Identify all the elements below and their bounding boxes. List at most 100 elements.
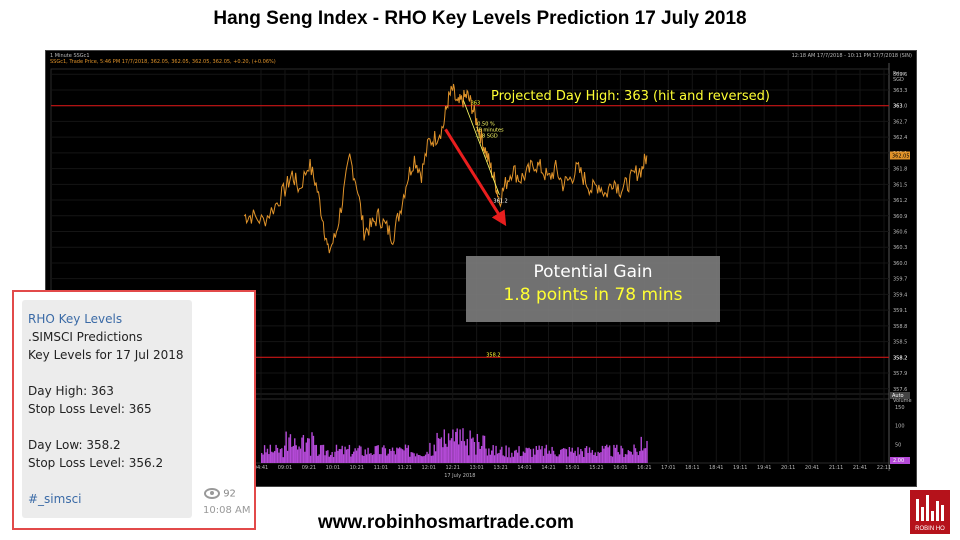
- volume-bar: [430, 455, 433, 463]
- volume-bar: [646, 440, 648, 463]
- volume-bar: [317, 455, 319, 463]
- volume-bar: [422, 456, 424, 463]
- volume-bar: [607, 447, 609, 463]
- volume-bar: [263, 445, 266, 463]
- volume-bar: [531, 456, 533, 463]
- volume-bar: [351, 453, 353, 463]
- volume-bar: [450, 438, 453, 463]
- volume-bar: [514, 450, 516, 463]
- volume-bar: [288, 437, 290, 463]
- volume-bar: [271, 451, 273, 463]
- volume-bar: [498, 452, 500, 463]
- volume-bar: [476, 433, 479, 463]
- volume-bar: [452, 429, 454, 463]
- volume-bar: [466, 438, 468, 463]
- volume-bar: [591, 450, 594, 463]
- volume-bar: [482, 435, 484, 463]
- x-tick-label: 15:01: [565, 465, 579, 471]
- volume-tick-label: 100: [895, 424, 905, 430]
- volume-bar: [455, 431, 457, 463]
- last-price-marker: [890, 151, 910, 160]
- volume-bar: [335, 444, 338, 463]
- volume-bar: [561, 448, 563, 463]
- price-axis-title: Price: [893, 71, 905, 77]
- y-tick-label: 361.5: [893, 182, 907, 188]
- x-tick-label: 16:01: [613, 465, 627, 471]
- volume-bar: [624, 454, 627, 463]
- volume-bar: [400, 448, 402, 463]
- volume-bar: [417, 454, 420, 463]
- volume-bar: [597, 451, 599, 463]
- volume-bar: [311, 432, 313, 463]
- volume-bar: [620, 445, 622, 463]
- volume-bar: [298, 446, 300, 463]
- key-level-axis-label: 363: [893, 104, 903, 110]
- website-url[interactable]: www.robinhosmartrade.com: [318, 512, 574, 533]
- volume-bar: [473, 442, 476, 463]
- measure-line: [463, 100, 500, 195]
- volume-bar: [406, 447, 408, 463]
- measure-label: 78 minutes: [475, 128, 504, 134]
- volume-bar: [469, 430, 471, 463]
- volume-bar: [281, 448, 283, 463]
- volume-bar: [603, 448, 605, 463]
- volume-axis-title: Volume: [893, 398, 912, 404]
- volume-bar: [545, 444, 548, 463]
- channel-name[interactable]: RHO Key Levels: [28, 312, 123, 326]
- volume-bar: [496, 453, 499, 463]
- volume-bar: [459, 429, 461, 463]
- x-tick-label: 19:11: [733, 465, 747, 471]
- volume-bar: [276, 447, 279, 463]
- message-day-high: Day High: 363: [28, 384, 114, 398]
- volume-bar: [526, 448, 529, 463]
- volume-bar: [386, 455, 388, 463]
- x-tick-label: 21:11: [829, 465, 843, 471]
- volume-bar: [292, 445, 295, 463]
- y-tick-label: 360.9: [893, 214, 907, 220]
- volume-bar: [322, 444, 325, 463]
- volume-bar: [420, 456, 422, 463]
- message-stop-high: Stop Loss Level: 365: [28, 402, 152, 416]
- volume-bar: [397, 448, 399, 463]
- volume-bar: [350, 456, 352, 463]
- volume-bar: [403, 450, 405, 463]
- volume-bar: [396, 447, 398, 463]
- volume-bar: [327, 450, 329, 463]
- volume-bar: [541, 446, 543, 463]
- x-tick-label: 19:41: [757, 465, 771, 471]
- volume-bar: [626, 454, 628, 463]
- volume-bar: [312, 435, 315, 463]
- volume-bar: [304, 451, 306, 463]
- x-axis-date-label: 17 July 2018: [444, 473, 475, 479]
- volume-bar: [388, 449, 391, 463]
- x-tick-label: 14:01: [517, 465, 531, 471]
- volume-bar: [537, 449, 539, 463]
- volume-bar: [581, 451, 584, 463]
- y-tick-label: 357.6: [893, 387, 907, 393]
- volume-bar: [342, 454, 345, 463]
- volume-bar: [456, 428, 458, 463]
- x-tick-label: 09:01: [278, 465, 292, 471]
- x-tick-label: 11:01: [374, 465, 388, 471]
- volume-bar: [410, 452, 412, 463]
- volume-bar: [606, 444, 608, 463]
- volume-bar: [360, 446, 362, 463]
- hashtag-link[interactable]: #_simsci: [28, 492, 82, 506]
- x-tick-label: 11:21: [398, 465, 412, 471]
- y-tick-label: 362.4: [893, 135, 907, 141]
- volume-bar: [368, 453, 371, 463]
- message-card: RHO Key Levels .SIMSCI Predictions Key L…: [12, 290, 256, 530]
- volume-last-label: 2.00: [893, 458, 904, 464]
- volume-bar: [501, 446, 503, 463]
- volume-bar: [468, 455, 470, 463]
- volume-bar: [377, 445, 379, 463]
- volume-bar: [547, 453, 549, 463]
- volume-bar: [325, 450, 328, 463]
- volume-bar: [475, 454, 477, 463]
- volume-bar: [337, 450, 339, 463]
- volume-bar: [529, 449, 532, 463]
- volume-bar: [558, 454, 561, 463]
- volume-bar: [633, 444, 635, 463]
- volume-bar: [334, 451, 336, 463]
- volume-bar: [568, 447, 571, 463]
